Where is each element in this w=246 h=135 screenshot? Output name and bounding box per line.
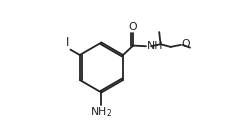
Text: I: I bbox=[66, 36, 70, 49]
Text: NH: NH bbox=[147, 41, 163, 51]
Text: O: O bbox=[129, 22, 138, 32]
Text: O: O bbox=[181, 39, 190, 50]
Text: NH$_2$: NH$_2$ bbox=[90, 105, 112, 119]
